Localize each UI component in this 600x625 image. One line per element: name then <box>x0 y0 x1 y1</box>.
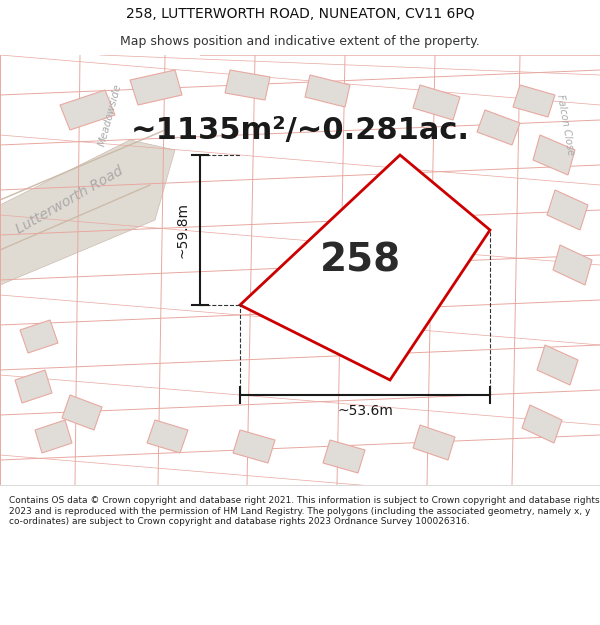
Polygon shape <box>15 370 52 403</box>
Text: 258: 258 <box>319 241 401 279</box>
Polygon shape <box>547 190 588 230</box>
Polygon shape <box>537 345 578 385</box>
Text: Falcon Close: Falcon Close <box>555 94 575 156</box>
Polygon shape <box>20 320 58 353</box>
Polygon shape <box>225 70 270 100</box>
Polygon shape <box>0 140 175 285</box>
Polygon shape <box>35 420 72 453</box>
Polygon shape <box>62 395 102 430</box>
Text: Meadowside: Meadowside <box>97 82 123 148</box>
Text: Contains OS data © Crown copyright and database right 2021. This information is : Contains OS data © Crown copyright and d… <box>9 496 599 526</box>
Polygon shape <box>60 90 115 130</box>
Polygon shape <box>305 75 350 107</box>
Polygon shape <box>477 110 520 145</box>
Polygon shape <box>522 405 562 443</box>
Polygon shape <box>233 430 275 463</box>
Polygon shape <box>147 420 188 453</box>
Polygon shape <box>240 155 490 380</box>
Polygon shape <box>553 245 592 285</box>
Text: Map shows position and indicative extent of the property.: Map shows position and indicative extent… <box>120 35 480 48</box>
Text: ~53.6m: ~53.6m <box>337 404 393 418</box>
Polygon shape <box>513 85 555 117</box>
Text: Lutterworth Road: Lutterworth Road <box>14 164 126 236</box>
Text: ~1135m²/~0.281ac.: ~1135m²/~0.281ac. <box>131 116 470 144</box>
Text: 258, LUTTERWORTH ROAD, NUNEATON, CV11 6PQ: 258, LUTTERWORTH ROAD, NUNEATON, CV11 6P… <box>125 7 475 21</box>
Polygon shape <box>413 425 455 460</box>
Polygon shape <box>130 70 182 105</box>
Polygon shape <box>413 85 460 120</box>
Polygon shape <box>533 135 575 175</box>
Text: ~59.8m: ~59.8m <box>175 202 189 258</box>
Polygon shape <box>323 440 365 473</box>
